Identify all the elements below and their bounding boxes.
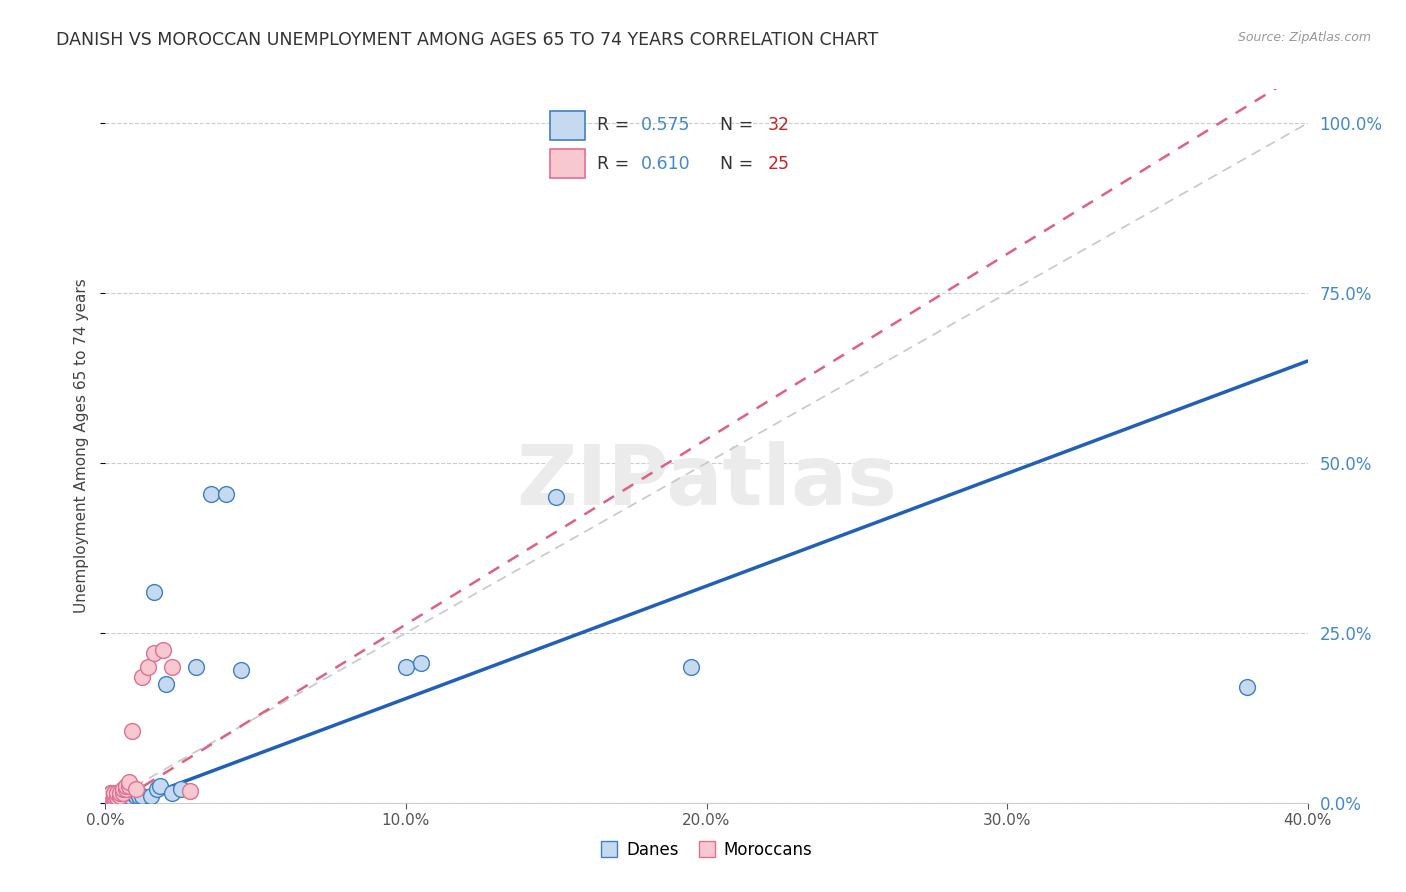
Text: Source: ZipAtlas.com: Source: ZipAtlas.com: [1237, 31, 1371, 45]
Point: [103, 792, 125, 806]
Point: [118, 779, 141, 793]
Point: [103, 789, 125, 803]
Point: [142, 585, 165, 599]
Point: [97, 789, 120, 803]
Text: N =: N =: [709, 155, 759, 173]
Point: [160, 786, 183, 800]
Point: [169, 782, 191, 797]
Text: 25: 25: [768, 155, 790, 173]
Point: [103, 792, 125, 806]
Bar: [550, 111, 585, 139]
Point: [112, 782, 135, 797]
Point: [103, 786, 125, 800]
Point: [136, 660, 159, 674]
Point: [115, 779, 138, 793]
Text: 0.575: 0.575: [641, 116, 690, 134]
Point: [97, 789, 120, 803]
Point: [200, 486, 222, 500]
Point: [121, 786, 143, 800]
Point: [148, 779, 170, 793]
Point: [121, 724, 143, 739]
Point: [145, 782, 167, 797]
Point: [100, 789, 122, 803]
Text: R =: R =: [598, 155, 636, 173]
Point: [100, 786, 122, 800]
Point: [179, 783, 201, 797]
Text: 0.610: 0.610: [641, 155, 690, 173]
Point: [97, 792, 120, 806]
Point: [546, 490, 568, 504]
Point: [155, 677, 177, 691]
Point: [124, 789, 146, 803]
Text: DANISH VS MOROCCAN UNEMPLOYMENT AMONG AGES 65 TO 74 YEARS CORRELATION CHART: DANISH VS MOROCCAN UNEMPLOYMENT AMONG AG…: [56, 31, 879, 49]
Point: [110, 790, 132, 805]
Point: [681, 660, 703, 674]
Point: [1236, 680, 1258, 694]
Point: [100, 786, 122, 800]
Point: [184, 660, 207, 674]
Point: [139, 789, 162, 803]
Point: [107, 788, 129, 802]
Text: 32: 32: [768, 116, 790, 134]
Point: [107, 790, 129, 805]
Bar: [550, 150, 585, 178]
Point: [112, 789, 135, 803]
Point: [214, 486, 236, 500]
Text: ZIPatlas: ZIPatlas: [516, 442, 897, 522]
Point: [128, 789, 150, 803]
Legend: Danes, Moroccans: Danes, Moroccans: [595, 835, 818, 866]
Point: [100, 789, 122, 803]
Point: [97, 789, 120, 803]
Point: [118, 789, 141, 803]
Point: [115, 790, 138, 805]
Point: [131, 789, 153, 803]
Point: [103, 789, 125, 803]
Point: [110, 789, 132, 803]
Point: [142, 646, 165, 660]
Y-axis label: Unemployment Among Ages 65 to 74 years: Unemployment Among Ages 65 to 74 years: [75, 278, 90, 614]
Point: [115, 782, 138, 797]
Text: R =: R =: [598, 116, 636, 134]
Point: [409, 657, 432, 671]
Point: [160, 660, 183, 674]
Point: [112, 786, 135, 800]
Point: [124, 782, 146, 797]
Point: [395, 660, 418, 674]
Point: [229, 663, 252, 677]
Point: [131, 670, 153, 684]
Point: [152, 643, 174, 657]
Point: [110, 786, 132, 800]
Point: [118, 775, 141, 789]
Point: [107, 786, 129, 800]
Point: [110, 789, 132, 803]
Text: N =: N =: [709, 116, 759, 134]
